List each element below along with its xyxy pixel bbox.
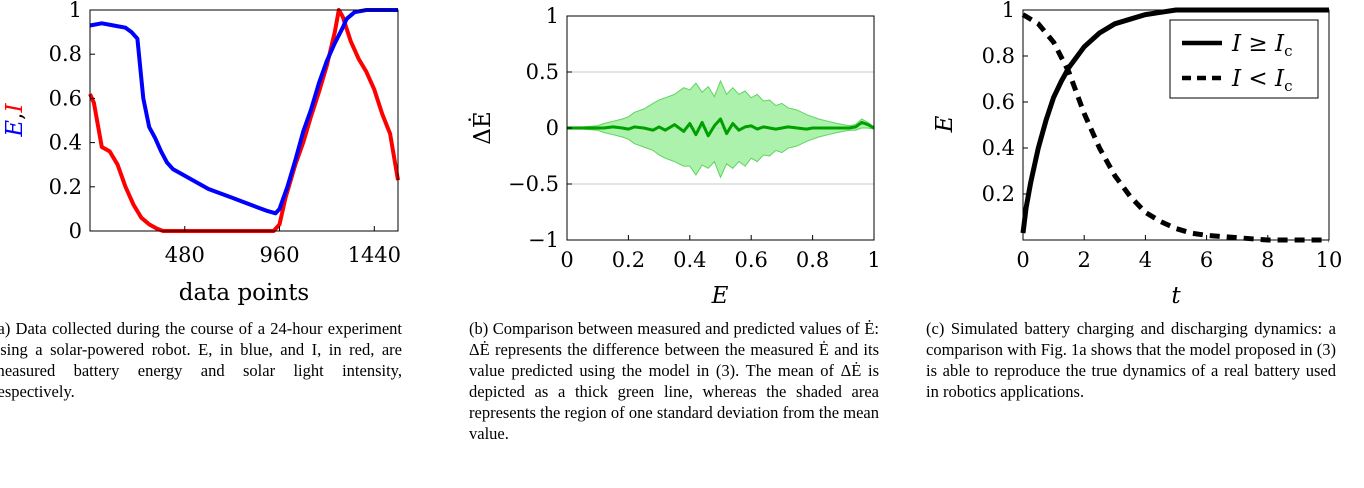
chart-a-ytick-label: 0.6 [49, 86, 82, 110]
chart-c-ytick-label: 0.6 [982, 90, 1015, 114]
chart-c-ylabel: E [932, 115, 958, 133]
chart-c-legend-label-1: I ≥ Ic [1231, 31, 1293, 60]
chart-b-xtick-label: 0.8 [796, 248, 829, 272]
chart-b: 0 0.2 0.4 0.6 0.8 1 −1 −0.5 0 0.5 1 E ΔĖ [469, 4, 881, 309]
chart-a-ylabel-i: I [2, 102, 28, 113]
chart-c-ytick-label: 0.4 [982, 136, 1015, 160]
chart-c-xtick-label: 8 [1261, 248, 1274, 272]
chart-c-series-discharging-line [1021, 12, 1329, 243]
chart-a: 480 960 1440 0 0.2 0.4 0.6 0.8 1 data points E,I [2, 0, 401, 306]
chart-b-ylabel: ΔĖ [469, 111, 496, 144]
chart-b-xtick-label: 0.2 [612, 248, 645, 272]
chart-b-mean-line [567, 117, 875, 138]
chart-a-xtick-label: 480 [165, 243, 205, 267]
chart-c-legend-1-ic: I [1274, 31, 1285, 57]
chart-c-ytick-label: 0.8 [982, 44, 1015, 68]
chart-c-frame [1022, 9, 1330, 241]
chart-a-xtick-label: 1440 [348, 243, 401, 267]
chart-c-legend: I ≥ Ic I < Ic [1169, 19, 1319, 99]
chart-b-ytick-label: 0 [546, 116, 559, 140]
chart-a-ytick-label: 1 [69, 0, 82, 22]
chart-c-legend-1-sub: c [1284, 42, 1292, 60]
chart-c-ytick-label: 0.2 [982, 182, 1015, 206]
chart-b-xtick-label: 0.4 [673, 248, 706, 272]
chart-c-legend-1-op: ≥ [1241, 31, 1275, 57]
chart-c-ytick-label: 1 [1002, 0, 1015, 22]
caption-c: (c) Simulated battery charging and disch… [926, 319, 1336, 401]
chart-a-series-layer [88, 8, 400, 233]
chart-c-legend-label-2: I < Ic [1231, 66, 1293, 95]
chart-a-ylabel: E,I [2, 102, 28, 137]
chart-c-ticks: 0 2 4 6 8 10 0.2 0.4 0.6 0.8 1 [982, 0, 1343, 272]
chart-a-ytick-label: 0.4 [49, 131, 82, 155]
chart-c-legend-1-i: I [1231, 31, 1242, 57]
chart-a-xtick-label: 960 [259, 243, 299, 267]
chart-c-legend-2-op: < [1241, 66, 1275, 92]
chart-b-xtick-label: 0.6 [734, 248, 767, 272]
chart-a-frame [89, 9, 399, 232]
caption-a: (a) Data collected during the course of … [0, 319, 402, 401]
chart-b-ytick-label: −1 [528, 228, 559, 252]
chart-b-xlabel: E [711, 283, 729, 309]
chart-a-ylabel-e: E [2, 120, 28, 138]
caption-b: (b) Comparison between measured and pred… [469, 319, 879, 443]
chart-a-series-intensity-line [88, 8, 400, 233]
chart-b-xtick-label: 0 [560, 248, 573, 272]
chart-a-ytick-label: 0 [69, 219, 82, 243]
chart-c-legend-2-sub: c [1284, 77, 1292, 95]
chart-a-ytick-label: 0.2 [49, 175, 82, 199]
chart-a-series-energy-line [89, 8, 398, 216]
chart-b-ticks: 0 0.2 0.4 0.6 0.8 1 −1 −0.5 0 0.5 1 [508, 4, 881, 272]
chart-a-ticks: 480 960 1440 0 0.2 0.4 0.6 0.8 1 [49, 0, 401, 267]
chart-b-ytick-label: −0.5 [508, 172, 559, 196]
chart-c-legend-box [1169, 19, 1319, 99]
chart-b-xtick-label: 1 [867, 248, 880, 272]
chart-b-series-layer [566, 79, 875, 179]
chart-c-xlabel: t [1171, 283, 1181, 309]
chart-c-legend-2-ic: I [1274, 66, 1285, 92]
chart-b-ytick-label: 0.5 [526, 60, 559, 84]
chart-c: 0 2 4 6 8 10 0.2 0.4 0.6 0.8 1 t E I ≥ Ic I < Ic [932, 0, 1342, 309]
chart-c-xtick-label: 10 [1316, 248, 1343, 272]
chart-c-xtick-label: 6 [1200, 248, 1213, 272]
chart-c-xtick-label: 0 [1016, 248, 1029, 272]
chart-c-xtick-label: 4 [1139, 248, 1152, 272]
chart-a-ylabel-comma: , [2, 112, 28, 119]
chart-b-ytick-label: 1 [546, 4, 559, 28]
chart-a-ytick-label: 0.8 [49, 42, 82, 66]
chart-a-xlabel: data points [179, 280, 310, 306]
chart-c-xtick-label: 2 [1078, 248, 1091, 272]
chart-c-legend-2-i: I [1231, 66, 1242, 92]
